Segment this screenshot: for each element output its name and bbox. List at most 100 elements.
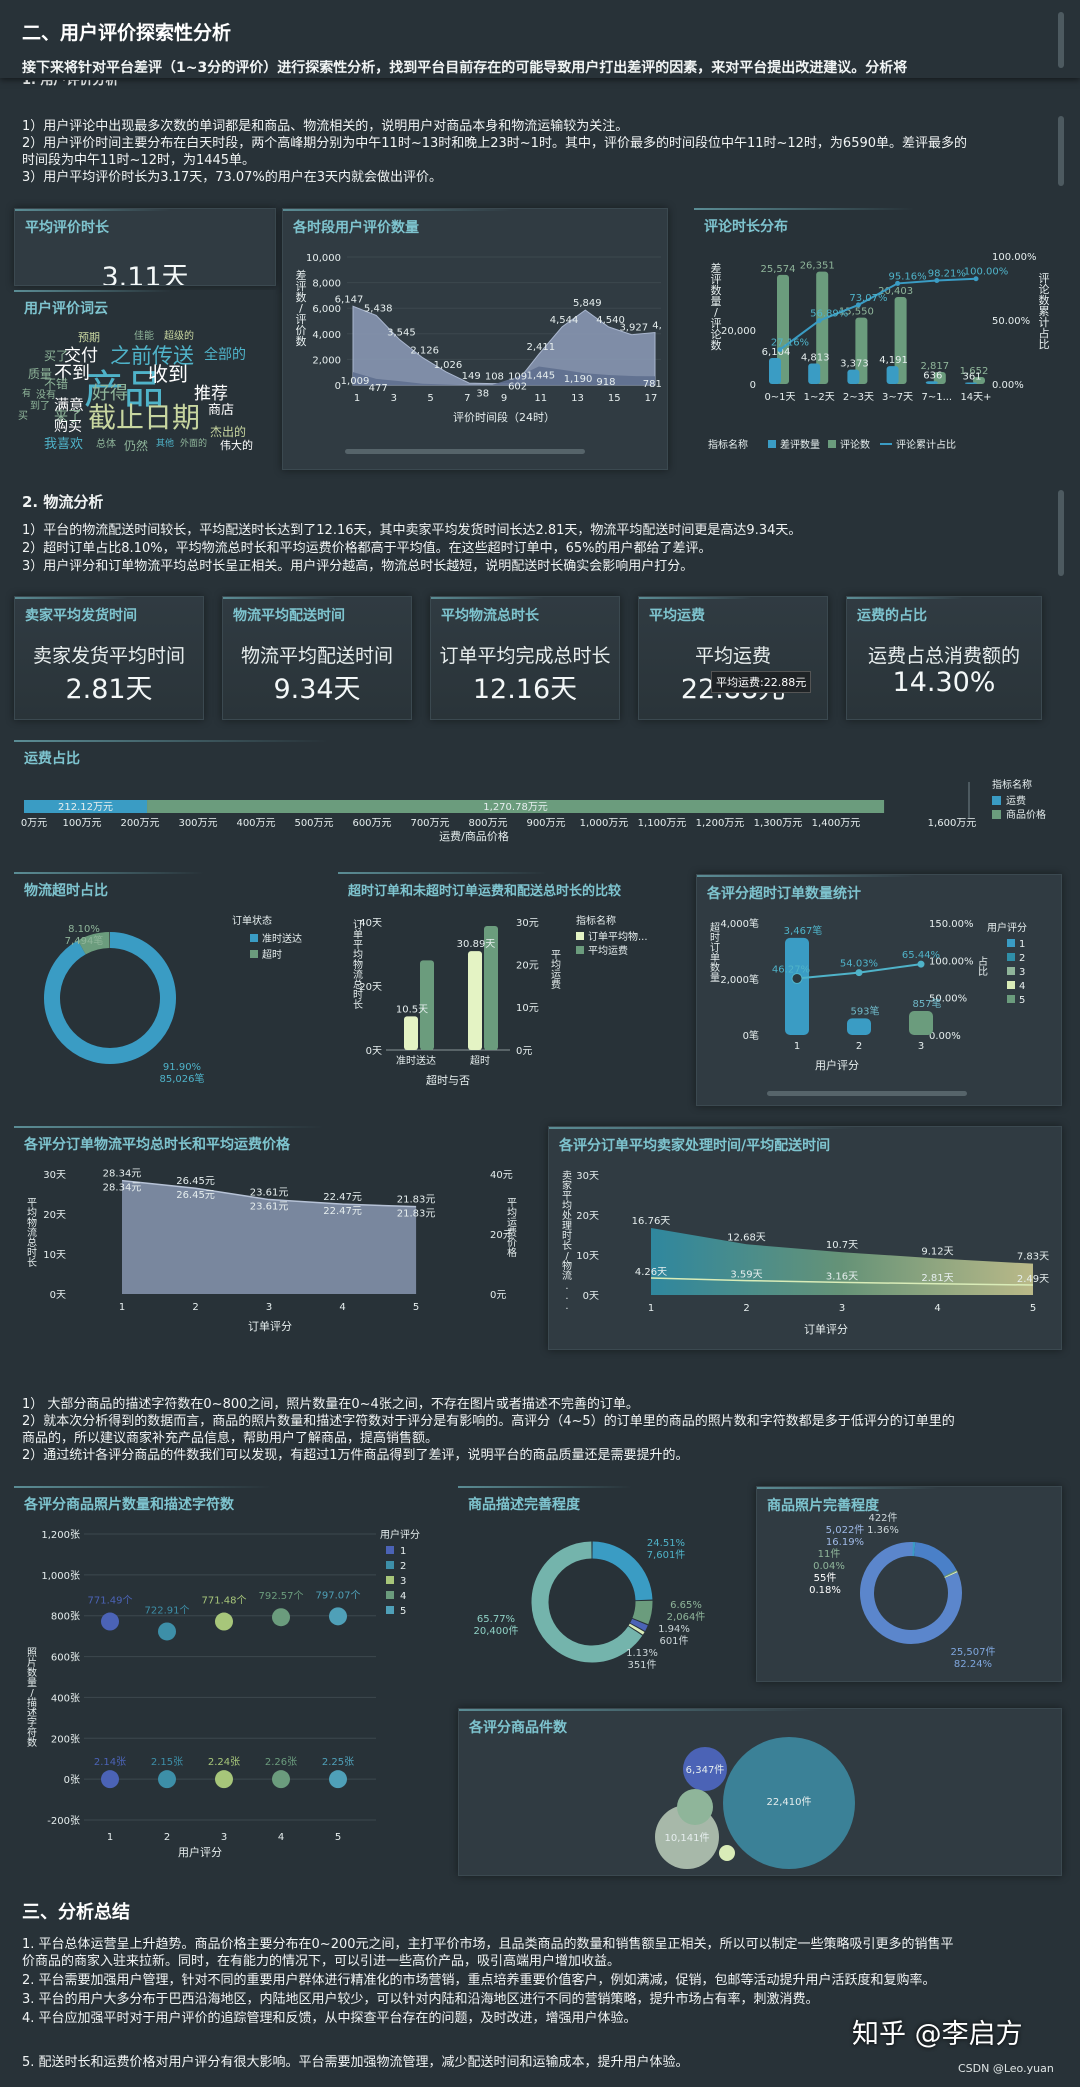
y-tick-right: 20元 [516, 961, 539, 972]
wordcloud-word: 我喜欢 [44, 437, 84, 452]
x-tick: 7~1... [921, 392, 952, 403]
x-tick: 1 [107, 1832, 113, 1843]
data-label: 149 [462, 371, 481, 382]
pct-label: 46.27% [772, 964, 810, 975]
slice-label: 7,601件 [647, 1549, 686, 1561]
section2-scrollbar[interactable] [1058, 490, 1064, 576]
bad-bar [925, 381, 938, 384]
x-tick: 3 [221, 1832, 227, 1843]
y-tick: 20天 [43, 1210, 66, 1221]
chart-scrollbar[interactable] [345, 449, 585, 454]
y-tick-right: 0.00% [929, 1031, 961, 1042]
section1-scrollbar[interactable] [1058, 116, 1064, 186]
panel-title: 各评分商品件数 [469, 1720, 567, 1736]
x-tick: 3 [839, 1303, 845, 1314]
chart-scrollbar[interactable] [767, 1091, 967, 1096]
x-axis-label: 超时与否 [426, 1073, 470, 1087]
point-label: 2.24张 [208, 1756, 240, 1768]
kpi-tooltip: 平均运费:22.88元 [711, 671, 812, 693]
legend-swatch [768, 440, 776, 448]
pct-point [917, 960, 925, 968]
legend-swatch [992, 810, 1001, 819]
y-axis-label: 均 [27, 1207, 37, 1219]
header-scrollbar[interactable] [1058, 12, 1064, 68]
hourly-chart-panel: 各时段用户评价数量 10,000 8,000 6,000 4,000 2,000 0 差评数… [282, 208, 668, 470]
pct-point [855, 969, 863, 977]
y-axis-label: 理 [562, 1220, 572, 1232]
desc-point [329, 1607, 347, 1626]
wordcloud-word: 推荐 [194, 384, 228, 404]
kpi-title: 卖家平均发货时间 [25, 608, 137, 624]
y-tick: 600张 [51, 1652, 80, 1664]
y-axis-label: 字 [27, 1716, 37, 1729]
y-axis-label-right: 格 [507, 1246, 517, 1259]
bad-bar [965, 382, 977, 384]
review-label: 20,403 [878, 286, 913, 297]
legend-item: 运费 [1006, 794, 1026, 807]
y-axis-label: 时 [27, 1247, 37, 1259]
panel-title: 商品描述完善程度 [468, 1497, 580, 1513]
bad-label: 6,104 [762, 347, 791, 358]
x-tick: 1,400万元 [812, 818, 861, 829]
wordcloud-word: 好得 [92, 383, 128, 404]
legend-name: 用户评分 [987, 921, 1027, 934]
price-segment [147, 800, 885, 813]
page-subtitle: 接下来将针对平台差评（1~3分的评价）进行探索性分析，找到平台目前存在的可能导致… [22, 60, 908, 74]
legend-swatch [250, 934, 258, 942]
slice-label: 1.94% [658, 1624, 690, 1635]
y-axis-label-right: 计 [1039, 316, 1050, 329]
y-axis-label: 处 [562, 1210, 572, 1222]
wordcloud-word: 到了 [30, 401, 50, 412]
pct-point [791, 972, 803, 984]
x-axis-label: 评价时间段（24时） [453, 410, 555, 424]
data-label: 21.83元 [397, 1195, 436, 1206]
y-axis-label-right: 论 [1039, 282, 1050, 296]
wordcloud-word: 买 [18, 411, 28, 422]
y-axis-label: 平 [27, 1198, 37, 1209]
logistics-area [122, 1180, 417, 1294]
page-header: 二、用户评价探索性分析 接下来将针对平台差评（1~3分的评价）进行探索性分析，找… [0, 0, 1080, 78]
wordcloud-word: 超级的 [164, 331, 194, 342]
y-axis-label: 流 [27, 1226, 37, 1239]
legend-item: 2 [400, 1561, 406, 1572]
desc-slice [531, 1541, 643, 1663]
y-tick-right: 20元 [490, 1230, 513, 1241]
legend-item: 5 [400, 1606, 406, 1617]
page-title: 二、用户评价探索性分析 [22, 22, 232, 44]
kpi-label: 物流平均配送时间 [240, 645, 393, 667]
legend-item: 差评数量 [780, 438, 820, 451]
legend-item: 2 [1019, 953, 1025, 964]
x-tick: 1 [648, 1303, 654, 1314]
data-label: 1,190 [564, 374, 593, 385]
y-tick: 0 [335, 381, 341, 392]
data-label: 7.83天 [1017, 1252, 1049, 1263]
y-axis-label-right: 占 [1039, 326, 1050, 340]
y-axis-label: 物 [562, 1259, 572, 1272]
summary-line: 1. 平台总体运营呈上升趋势。商品价格主要分布在0~200元之间，主打平价市场，… [22, 1937, 954, 1952]
s3-line: 2）就本次分析得到的数据而言，商品的照片数量和描述字符数对于评分是有影响的。高评… [22, 1414, 955, 1429]
y-axis-label: 物 [27, 1216, 37, 1229]
data-label: 4,544 [550, 315, 579, 326]
y-axis-label: 数 [711, 339, 722, 352]
wordcloud-word: 截止日期 [88, 401, 201, 434]
x-tick: 2 [192, 1302, 198, 1313]
legend-item: 3 [400, 1576, 406, 1587]
slice-label: 8.10% [68, 924, 100, 935]
bad-bar [808, 363, 821, 384]
y-axis-label: 评 [711, 317, 722, 330]
data-label: 23.61元 [250, 1188, 289, 1199]
y-axis-label-right: 运 [551, 969, 561, 981]
photo-slice [913, 1542, 957, 1577]
y-tick: 20,000 [721, 326, 756, 337]
x-tick: 3 [266, 1302, 272, 1313]
x-tick: 900万元 [526, 818, 565, 829]
summary-line: 3. 平台的用户大多分布于巴西沿海地区，内陆地区用户较少，可以针对内陆和沿海地区… [22, 1992, 819, 2007]
hidden-heading: 1. 用户评价分析 [22, 80, 119, 88]
summary-line: 2. 平台需要加强用户管理，针对不同的重要用户群体进行精准化的市场营销，重点培养… [22, 1973, 936, 1988]
s1-line: 3）用户平均评价时长为3.17天，73.07%的用户在3天内就会做出评价。 [22, 170, 443, 185]
wordcloud-word: 质量 [28, 367, 53, 381]
slice-label: 91.90% [163, 1062, 201, 1073]
x-tick: 1,200万元 [696, 818, 745, 829]
